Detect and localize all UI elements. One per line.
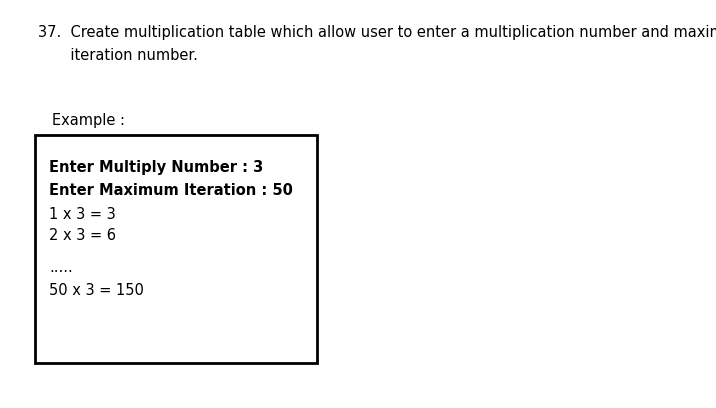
Text: Example :: Example : <box>52 113 125 128</box>
Bar <box>35 135 317 363</box>
Text: 2 x 3 = 6: 2 x 3 = 6 <box>49 228 116 243</box>
Text: 37.  Create multiplication table which allow user to enter a multiplication numb: 37. Create multiplication table which al… <box>38 25 716 40</box>
Text: 50 x 3 = 150: 50 x 3 = 150 <box>49 283 144 298</box>
Text: Enter Maximum Iteration : 50: Enter Maximum Iteration : 50 <box>49 183 293 198</box>
Text: iteration number.: iteration number. <box>38 48 198 63</box>
Text: Enter Multiply Number : 3: Enter Multiply Number : 3 <box>49 160 263 175</box>
Text: .....: ..... <box>49 260 73 275</box>
Text: 1 x 3 = 3: 1 x 3 = 3 <box>49 207 116 222</box>
